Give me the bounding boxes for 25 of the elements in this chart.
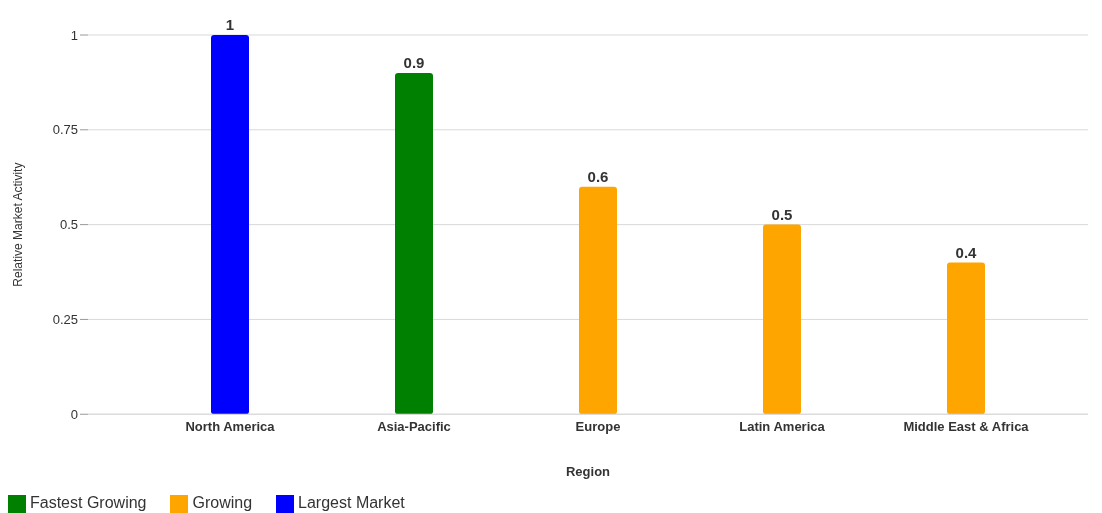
x-tick-label: Europe (575, 419, 621, 435)
y-tick-label: 0.5 (59, 217, 78, 233)
bar (211, 35, 249, 415)
data-label: 0.9 (403, 53, 425, 71)
data-label: 0.6 (587, 167, 609, 185)
data-label: 0.5 (771, 205, 793, 223)
bar (395, 72, 433, 415)
bar (579, 186, 617, 415)
bar (763, 224, 801, 415)
y-tick-label: 0 (70, 406, 78, 422)
legend-label: Growing (192, 494, 253, 512)
x-tick-label: North America (185, 419, 276, 435)
legend-label: Largest Market (298, 494, 405, 512)
x-axis-title: Region (565, 464, 611, 480)
bar (947, 262, 985, 415)
y-axis-title: Relative Market Activity (11, 162, 26, 287)
y-tick-label: 0.75 (52, 122, 78, 138)
data-label: 1 (225, 16, 235, 33)
y-tick-label: 0.25 (52, 312, 78, 328)
x-tick-label: Latin America (739, 419, 826, 435)
y-tick-label: 1 (70, 27, 78, 43)
data-label: 0.4 (955, 243, 978, 261)
legend-label: Fastest Growing (30, 494, 147, 512)
x-tick-label: Asia-Pacific (377, 419, 451, 435)
x-tick-label: Middle East & Africa (903, 419, 1030, 435)
